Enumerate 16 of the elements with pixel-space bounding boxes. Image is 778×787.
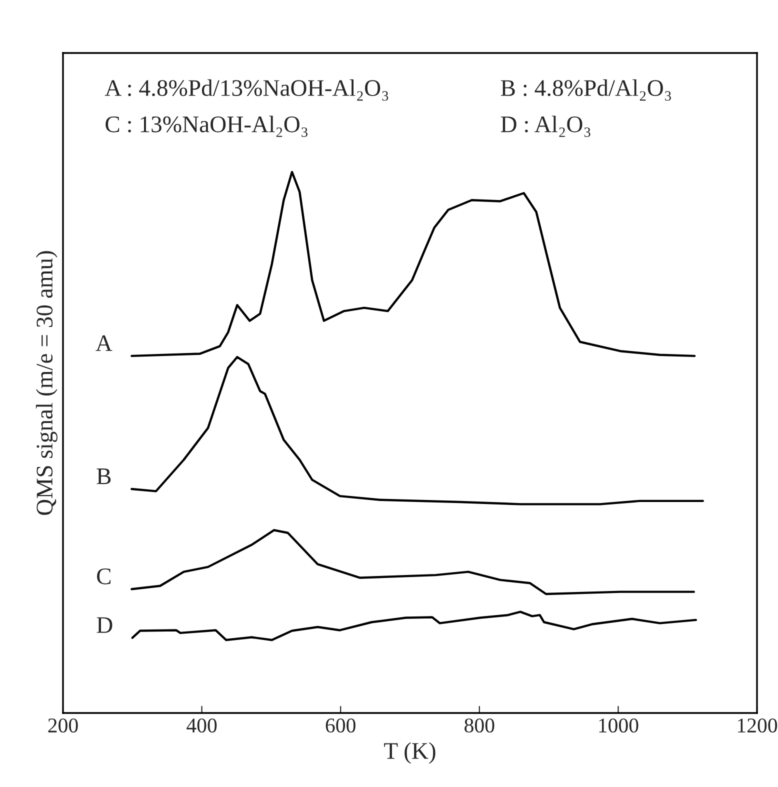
x-axis-title: T (K) (384, 742, 436, 764)
text: B : 4.8%Pd/Al₂O₃ (500, 79, 671, 101)
x-tick-label: 600 (326, 718, 356, 733)
series-label: B (96, 468, 111, 484)
x-tick-label: 200 (48, 718, 78, 733)
text: C : 13%NaOH-Al₂O₃ (106, 116, 308, 137)
x-tick-label: 800 (464, 718, 494, 733)
text: D : Al₂O₃ (500, 116, 590, 137)
x-tick-label: 1000 (599, 718, 638, 733)
y-axis-title: QMS signal (m/e = 30 amu) (36, 251, 58, 515)
series-label: C (97, 568, 111, 584)
series-label: D (96, 617, 112, 633)
x-tick-label: 1200 (738, 718, 778, 733)
x-tick-label: 400 (186, 718, 217, 733)
series-label: A (96, 335, 112, 351)
text: A : 4.8%Pd/13%NaOH-Al₂O₃ (104, 79, 388, 101)
